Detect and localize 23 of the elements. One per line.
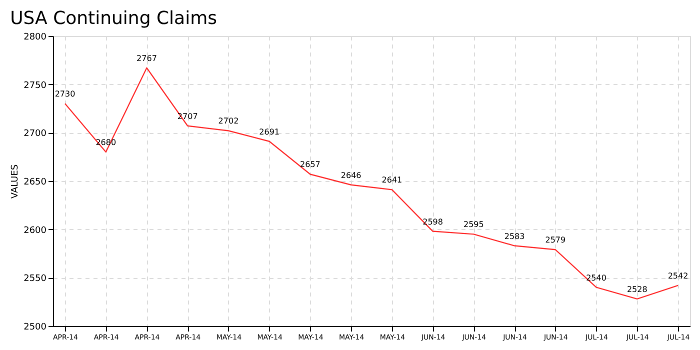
data-label: 2579: [545, 236, 566, 245]
data-label: 2595: [463, 220, 484, 230]
data-label: 2767: [136, 54, 157, 63]
data-label: 2657: [300, 160, 320, 170]
y-tick-label: 2700: [24, 129, 47, 140]
data-label: 2540: [586, 273, 606, 282]
data-label: 2691: [259, 127, 280, 136]
data-label: 2646: [340, 170, 362, 180]
data-label: 2598: [422, 217, 443, 226]
y-tick-label: 2650: [24, 178, 47, 188]
y-tick-label: 2800: [24, 32, 47, 42]
y-tick-label: 2500: [24, 322, 47, 332]
data-label: 2528: [626, 284, 648, 294]
y-tick-label: 2550: [24, 274, 47, 284]
y-axis-title: VALUES: [10, 164, 21, 199]
data-label: 2730: [54, 90, 76, 99]
data-label: 2583: [504, 232, 525, 241]
chart-title: USA Continuing Claims: [10, 8, 217, 29]
data-label: 2702: [218, 116, 239, 126]
y-tick-label: 2600: [24, 226, 47, 236]
y-tick-label: 2750: [24, 80, 47, 91]
data-label: 2641: [382, 176, 402, 185]
data-label: 2542: [668, 271, 688, 280]
